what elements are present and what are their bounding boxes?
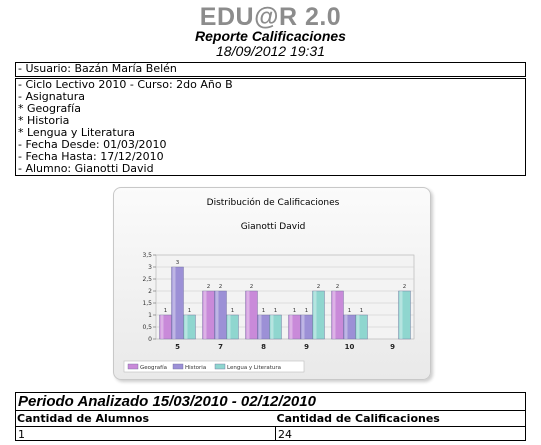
legend-label: Geografía (140, 364, 167, 371)
bar-highlight (400, 291, 403, 339)
data-label: 2 (336, 284, 340, 290)
y-tick-label: 3,5 (142, 252, 152, 259)
bar-highlight (345, 315, 348, 339)
bar-highlight (271, 315, 274, 339)
y-tick-label: 1,5 (142, 300, 152, 307)
legend-label: Historia (185, 365, 206, 371)
legend-swatch (173, 364, 183, 369)
chart-subtitle: Gianotti David (241, 222, 306, 232)
data-label: 1 (188, 308, 192, 314)
period-stats: Periodo Analizado 15/03/2010 - 02/12/201… (15, 392, 526, 441)
report-filters-box: - Ciclo Lectivo 2010 - Curso: 2do Año B … (15, 78, 526, 176)
data-label: 2 (403, 284, 407, 290)
filter-line-asignatura: - Asignatura (18, 91, 525, 103)
x-tick-label: 5 (175, 343, 180, 351)
data-label: 1 (305, 308, 309, 314)
y-tick-label: 3 (148, 264, 152, 271)
grades-count-header: Cantidad de Calificaciones (276, 411, 526, 427)
legend-label: Lengua y Literatura (227, 365, 281, 371)
user-line: - Usuario: Bazán María Belén (18, 62, 177, 75)
bar-highlight (259, 315, 262, 339)
grade-distribution-chart: Distribución de Calificaciones Gianotti … (113, 187, 431, 380)
grades-count-value: 24 (276, 427, 526, 442)
data-label: 1 (231, 308, 235, 314)
legend-swatch (128, 364, 138, 369)
data-label: 1 (274, 308, 278, 314)
stats-value-row: 1 24 (16, 427, 525, 442)
x-tick-label: 7 (218, 343, 223, 351)
legend-swatch (215, 364, 225, 369)
bar-highlight (161, 315, 164, 339)
data-label: 1 (348, 308, 352, 314)
report-datetime: 18/09/2012 19:31 (0, 44, 541, 59)
chart-title: Distribución de Calificaciones (207, 197, 340, 208)
data-label: 2 (317, 284, 321, 290)
y-tick-label: 1 (148, 312, 152, 319)
bar-highlight (357, 315, 360, 339)
bar-highlight (290, 315, 293, 339)
students-count-value: 1 (16, 427, 276, 442)
bar-highlight (247, 291, 250, 339)
x-tick-label: 9 (304, 343, 309, 351)
bar-highlight (302, 315, 305, 339)
period-title: Periodo Analizado 15/03/2010 - 02/12/201… (16, 393, 525, 411)
filter-line-geografia: * Geografía (18, 103, 525, 115)
filter-line-ciclo: - Ciclo Lectivo 2010 - Curso: 2do Año B (18, 79, 525, 91)
bar-highlight (185, 315, 188, 339)
y-tick-label: 2 (148, 288, 152, 295)
data-label: 3 (176, 260, 180, 266)
data-label: 2 (219, 284, 223, 290)
report-title: Reporte Calificaciones (0, 29, 541, 44)
x-tick-label: 10 (345, 343, 355, 351)
y-tick-label: 2,5 (142, 276, 152, 283)
x-tick-label: 9 (390, 343, 395, 351)
x-tick-label: 8 (261, 343, 266, 351)
data-label: 1 (164, 308, 168, 314)
y-tick-label: 0 (148, 336, 152, 343)
bar-highlight (216, 291, 219, 339)
user-box: - Usuario: Bazán María Belén (15, 62, 526, 77)
chart-canvas: Distribución de Calificaciones Gianotti … (114, 188, 432, 381)
stats-table: Cantidad de Alumnos Cantidad de Califica… (16, 411, 525, 441)
bar-highlight (173, 267, 176, 339)
bar-highlight (204, 291, 207, 339)
data-label: 2 (207, 284, 211, 290)
filter-line-alumno: - Alumno: Gianotti David (18, 163, 525, 175)
bar-highlight (333, 291, 336, 339)
bar-highlight (228, 315, 231, 339)
students-count-header: Cantidad de Alumnos (16, 411, 276, 427)
bar-highlight (314, 291, 317, 339)
app-title: EDU@R 2.0 (0, 4, 541, 30)
y-tick-label: 0,5 (142, 324, 152, 331)
data-label: 2 (250, 284, 254, 290)
data-label: 1 (262, 308, 266, 314)
data-label: 1 (360, 308, 364, 314)
stats-header-row: Cantidad de Alumnos Cantidad de Califica… (16, 411, 525, 427)
data-label: 1 (293, 308, 297, 314)
